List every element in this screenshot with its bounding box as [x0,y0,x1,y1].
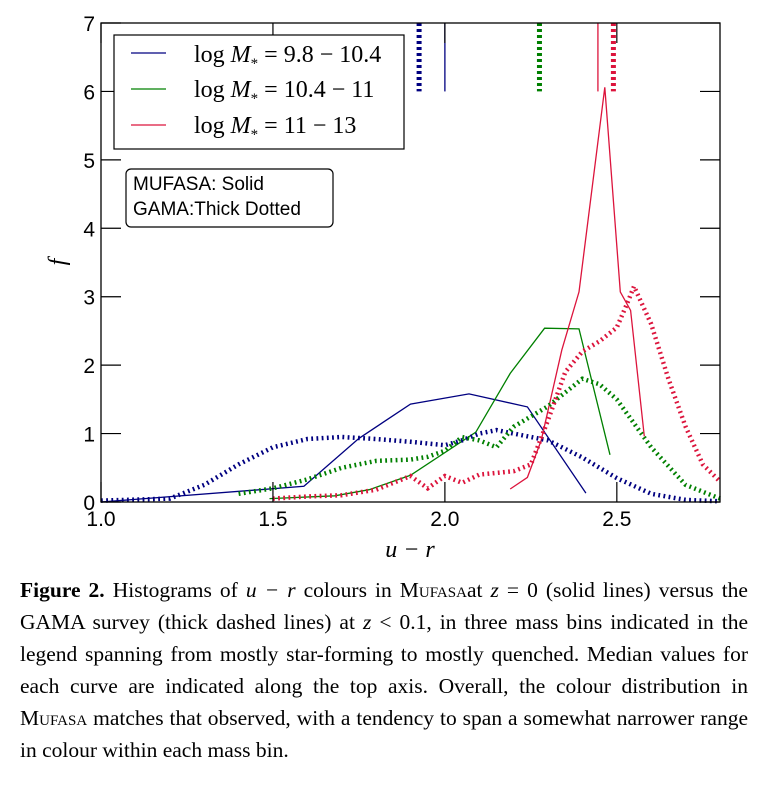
plot-frame [100,22,721,503]
x-tick-label: 2.5 [602,508,631,531]
caption-text: Histograms of [104,578,246,602]
caption-smallcaps: Mufasa [399,578,467,602]
axes: 1.0 1.5 2.0 2.5 0 1 2 3 4 5 6 7 [83,13,721,531]
y-tick-label: 0 [83,492,95,515]
annotation-box: MUFASA: Solid GAMA:Thick Dotted [125,168,334,228]
figure-caption: Figure 2. Histograms of u − r colours in… [20,574,748,766]
x-tick-label: 1.0 [86,508,115,531]
x-tick-label: 1.5 [258,508,287,531]
legend-frame [113,34,405,150]
legend-label: log M* = 10.4 − 11 [194,77,374,107]
caption-math: u − r [245,578,296,602]
series-line [100,393,587,503]
legend-label: log M* = 9.8 − 10.4 [194,42,381,72]
legend-entry: log M* = 11 − 13 [131,113,356,143]
x-axis-label: u − r [385,537,435,563]
caption-math: z [490,578,499,602]
annotation-frame [125,168,334,228]
series-line [272,280,722,501]
caption-label: Figure 2. [20,578,105,602]
y-tick-label: 5 [83,150,95,173]
y-tick-label: 1 [83,424,95,447]
legend: log M* = 9.8 − 10.4 log M* = 10.4 − 11 l… [113,34,405,150]
series-line [509,87,645,490]
annotation-line: MUFASA: Solid [133,174,264,195]
annotation-line: GAMA:Thick Dotted [133,199,301,220]
caption-text: matches that observed, with a tendency t… [20,706,748,762]
y-tick-label: 6 [83,81,95,104]
plot-series [100,87,722,504]
legend-entry: log M* = 9.8 − 10.4 [131,42,381,72]
y-tick-label: 2 [83,355,95,378]
y-tick-label: 3 [83,287,95,310]
caption-smallcaps: Mufasa [20,706,88,730]
median-markers [416,23,616,92]
caption-math: z [362,610,372,634]
caption-text: < 0.1, in three mass bins indicated in t… [20,610,748,698]
chart: 1.0 1.5 2.0 2.5 0 1 2 3 4 5 6 7 log M* = 9.8 − 10.4… [45,13,722,563]
series-line [100,427,721,504]
y-tick-label: 7 [83,13,95,36]
x-tick-label: 2.0 [430,508,459,531]
caption-text: colours in [295,578,400,602]
y-tick-label: 4 [83,218,95,241]
caption-text: = 0 (solid lines) versus the GAMA survey… [20,578,748,634]
legend-entry: log M* = 10.4 − 11 [131,77,374,107]
caption-text: at [466,578,491,602]
legend-label: log M* = 11 − 13 [194,113,356,143]
y-axis-label: f [45,255,71,265]
